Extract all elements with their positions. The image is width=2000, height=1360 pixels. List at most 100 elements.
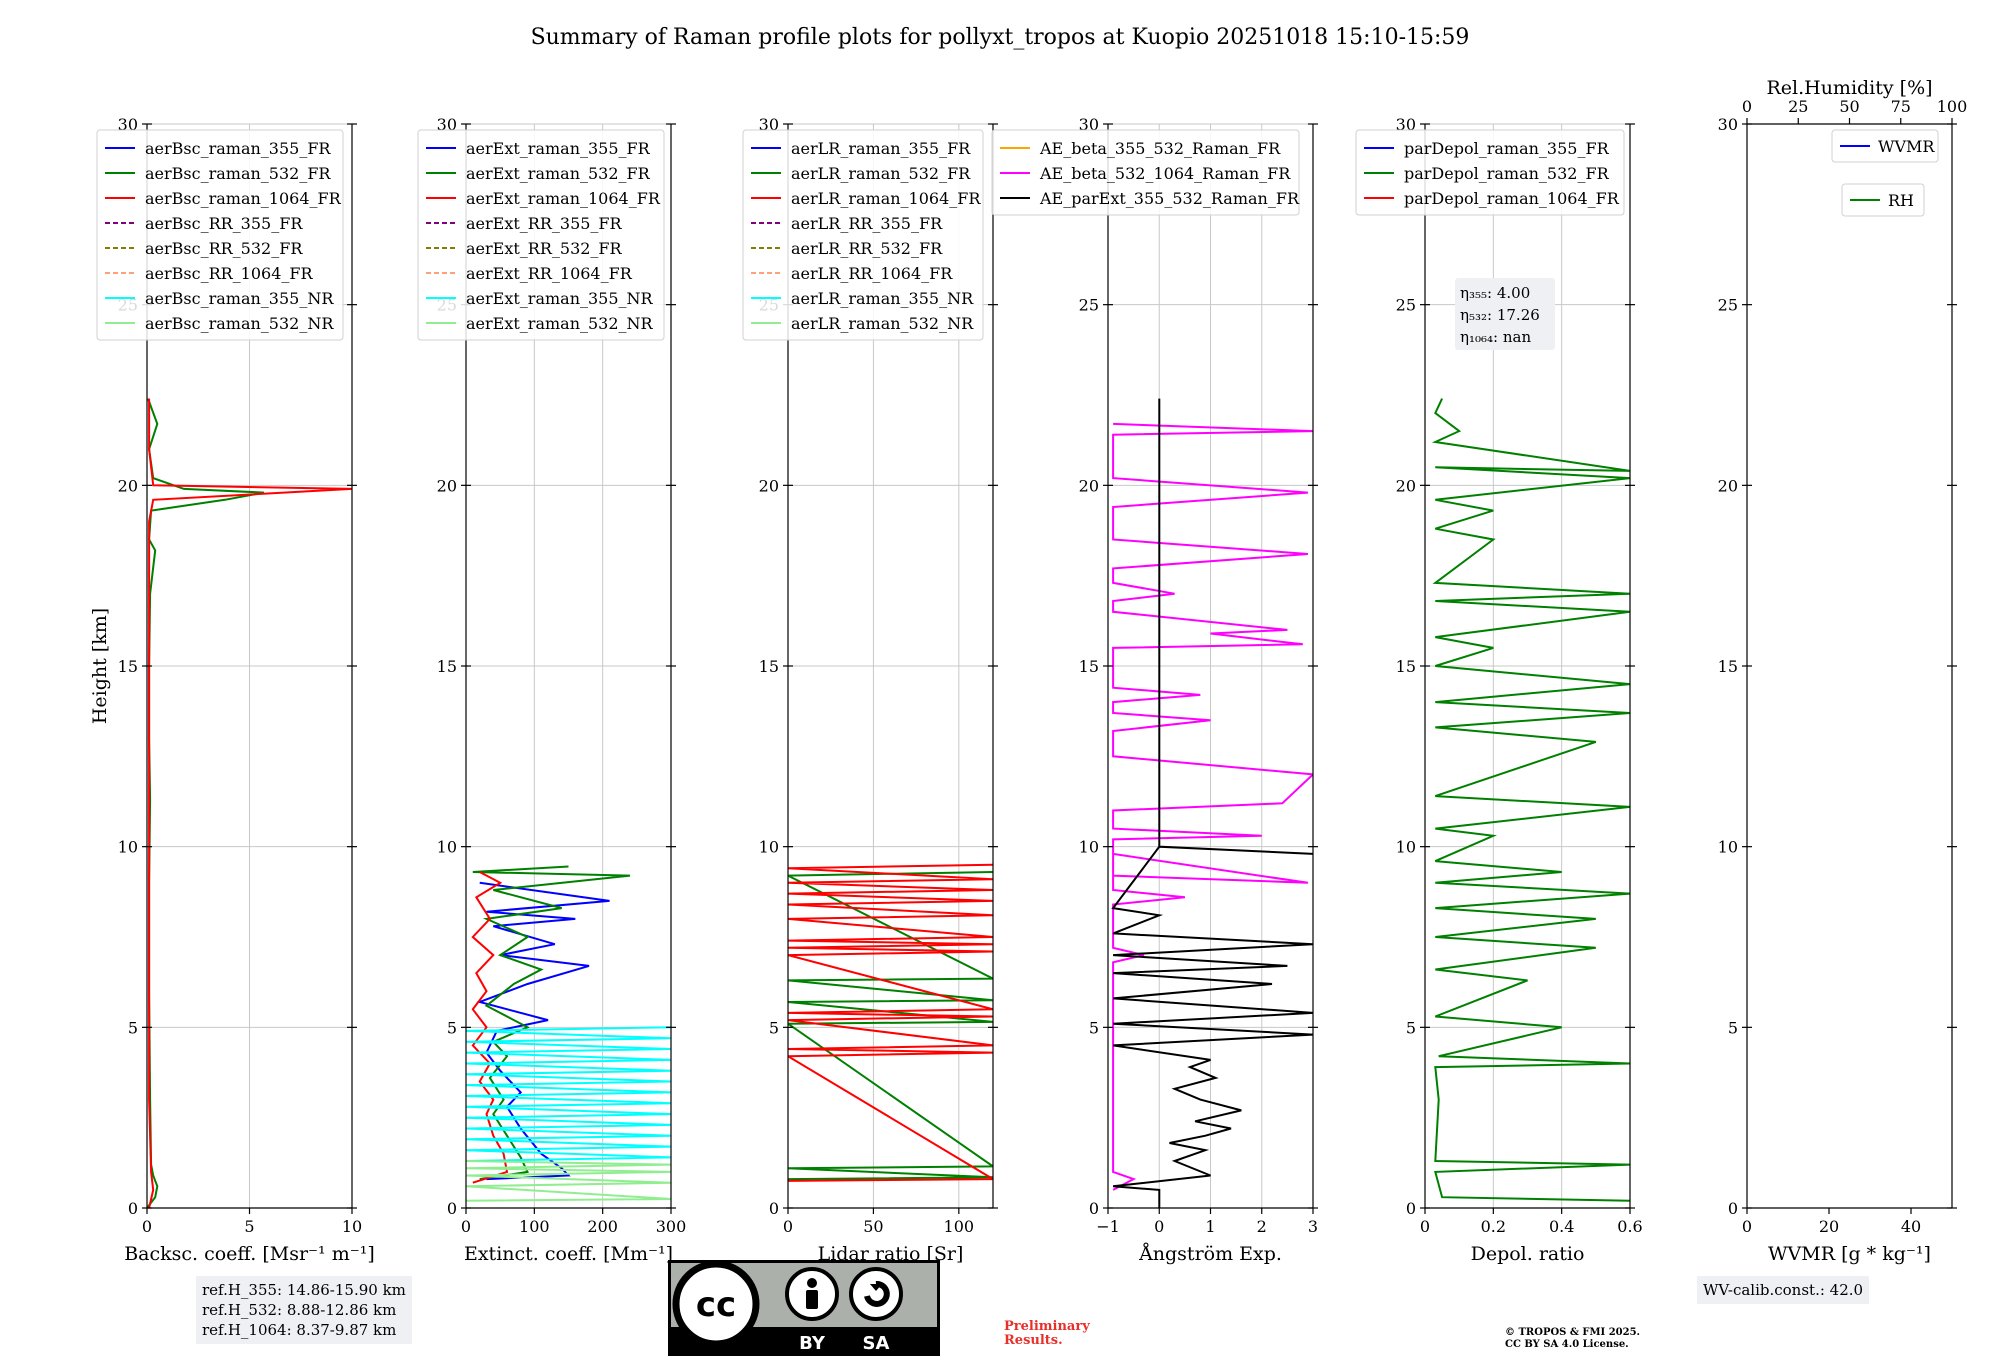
- ref-height-355: ref.H_355: 14.86-15.90 km: [202, 1281, 406, 1299]
- reference-heights-box: ref.H_355: 14.86-15.90 km ref.H_532: 8.8…: [196, 1276, 412, 1344]
- y-axis-label: Height [km]: [89, 608, 111, 724]
- cc-license-badge: cc BY SA: [668, 1260, 940, 1356]
- legend-label: RH: [1888, 191, 1914, 210]
- y-tick-label: 10: [1079, 838, 1099, 857]
- x-tick-label: 100: [944, 1217, 975, 1236]
- series-line-aerLR_raman_1064_FR: [788, 863, 993, 1182]
- legend-box: [417, 129, 665, 341]
- legend-box-WVMR: [1831, 129, 1939, 163]
- legend-label: aerBsc_RR_532_FR: [145, 239, 303, 258]
- legend-box-RH: [1841, 183, 1925, 217]
- eta-annotation-line: η₅₃₂: 17.26: [1460, 306, 1540, 324]
- legend-label: aerBsc_raman_1064_FR: [145, 189, 342, 208]
- legend-label: aerLR_RR_1064_FR: [791, 264, 953, 283]
- x-tick-label: 300: [656, 1217, 687, 1236]
- top-x-tick-label: 25: [1788, 97, 1808, 116]
- x-tick-label: 100: [519, 1217, 550, 1236]
- legend-label: aerBsc_raman_355_NR: [145, 289, 334, 308]
- x-tick-label: 5: [244, 1217, 254, 1236]
- y-tick-label: 30: [118, 115, 138, 134]
- ref-height-532: ref.H_532: 8.88-12.86 km: [202, 1301, 397, 1319]
- copyright-line-2: CC BY SA 4.0 License.: [1505, 1339, 1629, 1350]
- legend-box: [742, 129, 984, 341]
- y-tick-label: 20: [118, 476, 138, 495]
- y-tick-label: 20: [1718, 476, 1738, 495]
- wv-calibration-box: WV-calib.const.: 42.0: [1697, 1276, 1870, 1304]
- legend-label: aerLR_RR_355_FR: [791, 214, 943, 233]
- x-tick-label: 0: [1154, 1217, 1164, 1236]
- legend-box: [1355, 129, 1625, 216]
- figure-title: Summary of Raman profile plots for polly…: [531, 25, 1470, 50]
- panel-depolarization: 0 5 10 15 20 25 30 0 0.2 0.4 0.6 Depol. ratio parDep…: [1355, 115, 1643, 1265]
- legend-label: parDepol_raman_1064_FR: [1404, 189, 1620, 208]
- legend-label: aerLR_raman_355_FR: [791, 139, 971, 158]
- x-tick-label: 50: [863, 1217, 883, 1236]
- x-tick-label: 1: [1205, 1217, 1215, 1236]
- attribution-head: [807, 1278, 817, 1288]
- legend-label: aerExt_raman_355_FR: [466, 139, 651, 158]
- legend-label: aerLR_raman_532_FR: [791, 164, 971, 183]
- preliminary-note: Preliminary Results.: [1004, 1320, 1090, 1348]
- series-line-aerBsc_raman_532_FR: [147, 398, 265, 1208]
- top-x-tick-label: 100: [1937, 97, 1968, 116]
- y-tick-label: 25: [1396, 296, 1416, 315]
- ref-height-1064: ref.H_1064: 8.37-9.87 km: [202, 1321, 397, 1339]
- y-tick-label: 0: [1728, 1199, 1738, 1218]
- legend-box: [991, 129, 1300, 216]
- series-line-aerExt_raman_355_FR: [476, 881, 610, 1181]
- share-alike-icon: [849, 1267, 903, 1321]
- y-tick-label: 25: [1079, 296, 1099, 315]
- x-tick-label: 0: [783, 1217, 793, 1236]
- y-tick-label: 5: [1406, 1018, 1416, 1037]
- x-tick-label: 200: [587, 1217, 618, 1236]
- x-tick-label: 0.6: [1617, 1217, 1642, 1236]
- series-line-AE_beta_532_1064_Raman_FR: [1112, 422, 1313, 1191]
- x-tick-label: 10: [342, 1217, 362, 1236]
- top-x-tick-label: 50: [1839, 97, 1859, 116]
- legend-label: parDepol_raman_532_FR: [1404, 164, 1610, 183]
- share-alike-arrow: [870, 1284, 882, 1291]
- y-tick-label: 20: [437, 476, 457, 495]
- legend-label: WVMR: [1878, 137, 1935, 156]
- legend-label: AE_parExt_355_532_Raman_FR: [1039, 189, 1300, 208]
- preliminary-line-1: Preliminary: [1004, 1319, 1090, 1334]
- legend-label: aerBsc_RR_355_FR: [145, 214, 303, 233]
- y-tick-label: 15: [1079, 657, 1099, 676]
- badge-by-label: BY: [799, 1333, 826, 1354]
- x-axis-label: Lidar ratio [Sr]: [818, 1243, 964, 1265]
- y-tick-label: 15: [118, 657, 138, 676]
- x-axis-label: Ångström Exp.: [1138, 1243, 1282, 1265]
- legend-label: aerExt_RR_532_FR: [466, 239, 623, 258]
- legend-label: aerBsc_RR_1064_FR: [145, 264, 314, 283]
- y-tick-label: 30: [759, 115, 779, 134]
- y-tick-label: 30: [1079, 115, 1099, 134]
- eta-annotation-line: η₃₅₅: 4.00: [1460, 284, 1530, 302]
- series-line-parDepol_raman_532_FR: [1431, 398, 1630, 1202]
- x-tick-label: 3: [1308, 1217, 1318, 1236]
- x-tick-label: 2: [1257, 1217, 1267, 1236]
- eta-annotation-box: [1455, 278, 1555, 350]
- cc-logo-glyph: cc: [696, 1285, 736, 1325]
- y-tick-label: 10: [437, 838, 457, 857]
- legend-label: aerExt_raman_532_NR: [466, 314, 654, 333]
- top-axis-label: Rel.Humidity [%]: [1766, 77, 1932, 99]
- y-tick-label: 5: [1728, 1018, 1738, 1037]
- legend-label: aerExt_RR_1064_FR: [466, 264, 633, 283]
- x-tick-label: 0.2: [1481, 1217, 1506, 1236]
- legend-label: aerExt_RR_355_FR: [466, 214, 623, 233]
- y-tick-label: 5: [128, 1018, 138, 1037]
- y-tick-label: 0: [128, 1199, 138, 1218]
- legend-label: aerLR_raman_532_NR: [791, 314, 974, 333]
- y-tick-label: 30: [1718, 115, 1738, 134]
- attribution-body: [806, 1290, 818, 1309]
- panel-backscatter: 0510152025300510Backsc. coeff. [Msr⁻¹ m⁻…: [89, 115, 375, 1265]
- legend-box: [96, 129, 344, 341]
- copyright-note: © TROPOS & FMI 2025. CC BY SA 4.0 Licens…: [1505, 1327, 1640, 1351]
- badge-sa-label: SA: [863, 1333, 890, 1354]
- y-tick-label: 0: [1089, 1199, 1099, 1218]
- x-axis-label: WVMR [g * kg⁻¹]: [1768, 1243, 1931, 1265]
- legend-label: aerBsc_raman_532_NR: [145, 314, 334, 333]
- y-tick-label: 10: [759, 838, 779, 857]
